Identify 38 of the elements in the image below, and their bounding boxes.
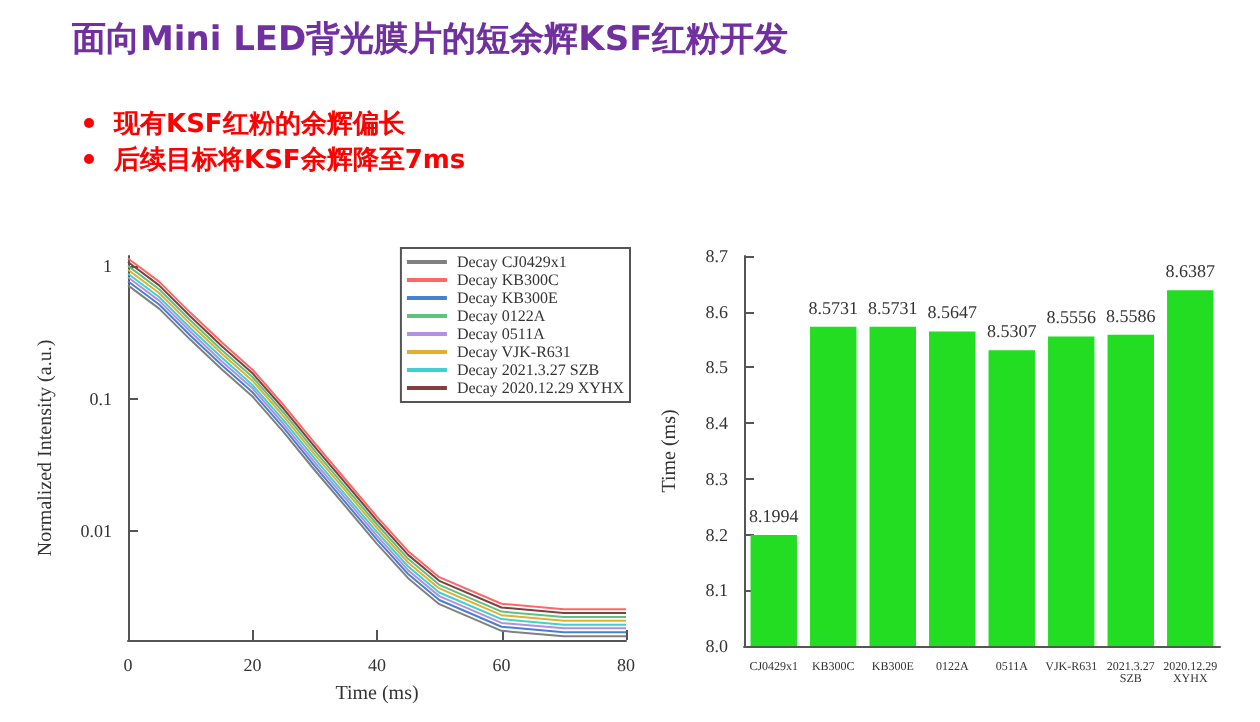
y-tick-label: 0.01 bbox=[80, 521, 112, 542]
data-label: 8.1994 bbox=[749, 505, 800, 526]
x-tick-label: 0 bbox=[123, 655, 134, 675]
x-tick-label: 60 bbox=[492, 655, 512, 675]
data-label: 8.5586 bbox=[1106, 305, 1157, 326]
y-tick-label: 8.2 bbox=[705, 524, 728, 545]
legend-label: Decay KB300C bbox=[456, 271, 559, 289]
data-label: 8.5731 bbox=[868, 297, 918, 318]
text: 后续目标将KSF余辉降至7ms bbox=[114, 146, 466, 176]
y-axis-title: Time (ms) bbox=[659, 409, 681, 493]
data-label: 8.5647 bbox=[927, 302, 978, 323]
y-tick-label: 8.5 bbox=[705, 357, 729, 378]
chart-title: 面向Mini LED背光膜片的短余辉KSF红粉开发 bbox=[72, 18, 789, 62]
y-tick-label: 8.0 bbox=[705, 636, 729, 656]
legend-label: Decay KB300E bbox=[456, 289, 559, 307]
y-tick-label: 8.3 bbox=[705, 468, 729, 489]
x-axis-title: Time (ms) bbox=[335, 682, 419, 705]
legend-label: Decay VJK-R631 bbox=[456, 343, 571, 361]
y-tick-label: 8.6 bbox=[705, 301, 729, 322]
x-tick-label: 40 bbox=[368, 655, 387, 675]
data-label: 8.5731 bbox=[808, 297, 858, 318]
y-tick-label: 8.1 bbox=[705, 580, 728, 601]
x-tick-label: 80 bbox=[617, 655, 636, 675]
legend-label: Decay 0122A bbox=[456, 307, 546, 325]
x-tick-label: 20 bbox=[243, 655, 263, 675]
data-label: 8.5556 bbox=[1046, 307, 1097, 328]
y-tick-label: 8.4 bbox=[705, 413, 729, 434]
data-label: 8.5307 bbox=[987, 321, 1038, 342]
y-tick-label: 8.7 bbox=[705, 246, 729, 266]
legend-label: Decay 0511A bbox=[456, 325, 546, 343]
y-tick-label: 1 bbox=[103, 256, 112, 277]
y-tick-label: 0.1 bbox=[89, 388, 112, 409]
text: 现有KSF红粉的余辉偏长 bbox=[114, 110, 405, 140]
legend-label: Decay CJ0429x1 bbox=[456, 253, 567, 271]
y-axis-title: Normalized Intensity (a.u.) bbox=[35, 339, 57, 557]
data-label: 8.6387 bbox=[1165, 261, 1216, 282]
legend-label: Decay 2020.12.29 XYHX bbox=[456, 379, 625, 397]
legend-label: Decay 2021.3.27 SZB bbox=[456, 361, 600, 379]
